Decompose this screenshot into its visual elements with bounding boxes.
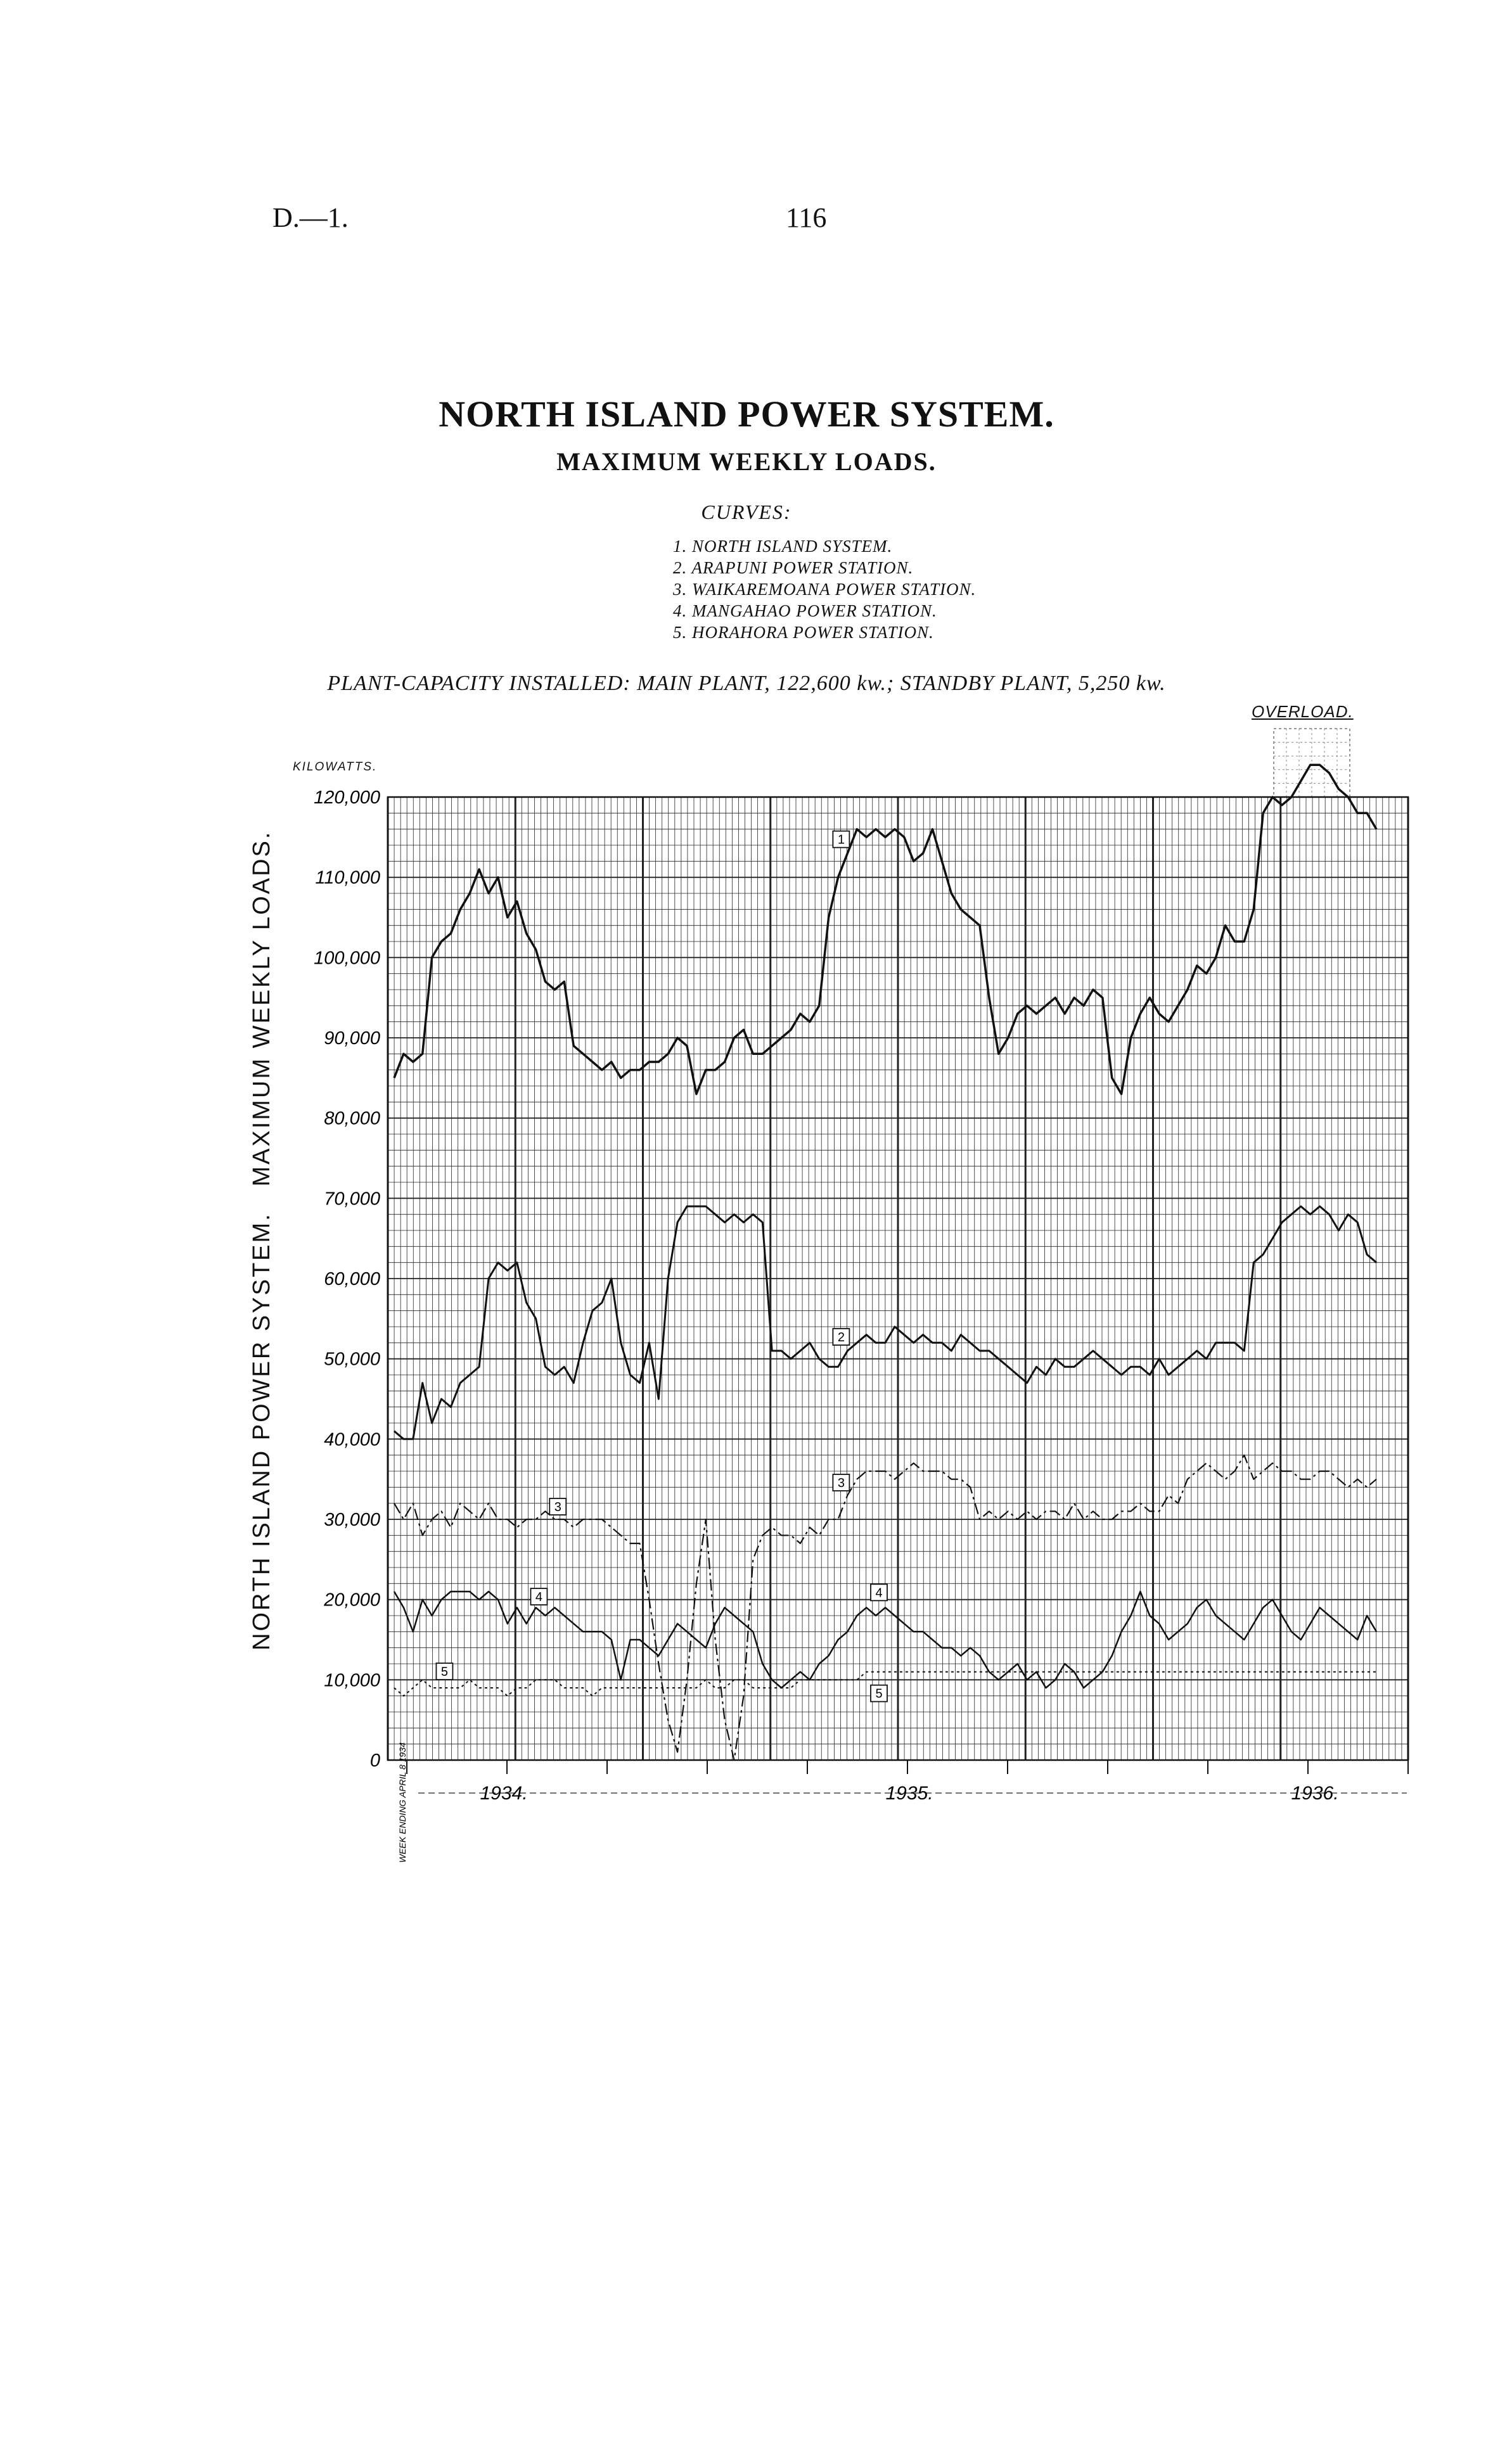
y-tick-label: 100,000 bbox=[314, 948, 380, 968]
plot-frame bbox=[387, 796, 1409, 1761]
curve-number-label: 5 bbox=[441, 1665, 448, 1679]
curve-number-label: 1 bbox=[838, 833, 845, 847]
y-tick-label: 0 bbox=[370, 1751, 380, 1771]
y-tick-label: 20,000 bbox=[323, 1590, 380, 1611]
curve-number-label: 4 bbox=[875, 1586, 882, 1600]
legend-item-3: 3. WAIKAREMOANA POWER STATION. bbox=[673, 580, 977, 599]
curve-number-label: 3 bbox=[838, 1476, 845, 1490]
curve-number-box bbox=[832, 1328, 850, 1346]
y-tick-label: 40,000 bbox=[324, 1429, 380, 1450]
y-tick-label: 90,000 bbox=[324, 1028, 380, 1049]
y-tick-label: 120,000 bbox=[314, 788, 380, 808]
x-year-label: 1936. bbox=[1291, 1783, 1338, 1804]
curve-number-label: 5 bbox=[875, 1687, 882, 1701]
curve-number-box bbox=[530, 1588, 548, 1605]
curve-number-box bbox=[435, 1663, 454, 1680]
y-tick-label: 80,000 bbox=[324, 1109, 380, 1129]
legend-item-1: 1. NORTH ISLAND SYSTEM. bbox=[673, 537, 893, 556]
legend-item-2: 2. ARAPUNI POWER STATION. bbox=[673, 558, 914, 577]
y-tick-label: 110,000 bbox=[315, 868, 380, 888]
curve-number-box bbox=[832, 1474, 850, 1491]
y-tick-label: 60,000 bbox=[324, 1269, 380, 1289]
curves-legend: 1. NORTH ISLAND SYSTEM. 2. ARAPUNI POWER… bbox=[673, 535, 976, 643]
y-tick-label: 50,000 bbox=[324, 1350, 380, 1370]
overload-label: OVERLOAD. bbox=[1252, 702, 1354, 721]
y-tick-label: 30,000 bbox=[324, 1510, 380, 1530]
legend-item-5: 5. HORAHORA POWER STATION. bbox=[673, 623, 934, 642]
curve-number-box bbox=[832, 830, 850, 848]
curve-number-label: 3 bbox=[554, 1500, 561, 1514]
series-line-2 bbox=[394, 1205, 1377, 1440]
legend-item-4: 4. MANGAHAO POWER STATION. bbox=[673, 601, 937, 620]
y-tick-label: 10,000 bbox=[324, 1670, 380, 1690]
y-tick-label: 70,000 bbox=[324, 1189, 380, 1209]
series-line-3 bbox=[394, 1454, 1377, 1761]
series-line-4 bbox=[393, 1590, 1378, 1689]
curve-number-label: 4 bbox=[535, 1590, 542, 1604]
x-year-label: 1935. bbox=[885, 1783, 933, 1804]
chart-subtitle: MAXIMUM WEEKLY LOADS. bbox=[556, 447, 937, 476]
plant-capacity-note: PLANT-CAPACITY INSTALLED: MAIN PLANT, 12… bbox=[327, 672, 1166, 695]
x-year-label: 1934. bbox=[480, 1783, 527, 1804]
chart-title: NORTH ISLAND POWER SYSTEM. bbox=[439, 393, 1054, 435]
x-start-label: WEEK ENDING APRIL 8 1934 bbox=[397, 1742, 407, 1863]
curve-number-box bbox=[870, 1583, 888, 1602]
curve-number-label: 2 bbox=[838, 1331, 845, 1344]
page-number: 116 bbox=[786, 202, 827, 233]
curves-heading: CURVES: bbox=[701, 501, 792, 523]
curve-number-box bbox=[870, 1684, 888, 1702]
curve-number-box bbox=[549, 1498, 567, 1516]
document-code: D.—1. bbox=[272, 202, 349, 233]
series-line-1 bbox=[393, 763, 1378, 1095]
y-unit-label: KILOWATTS. bbox=[293, 760, 378, 774]
